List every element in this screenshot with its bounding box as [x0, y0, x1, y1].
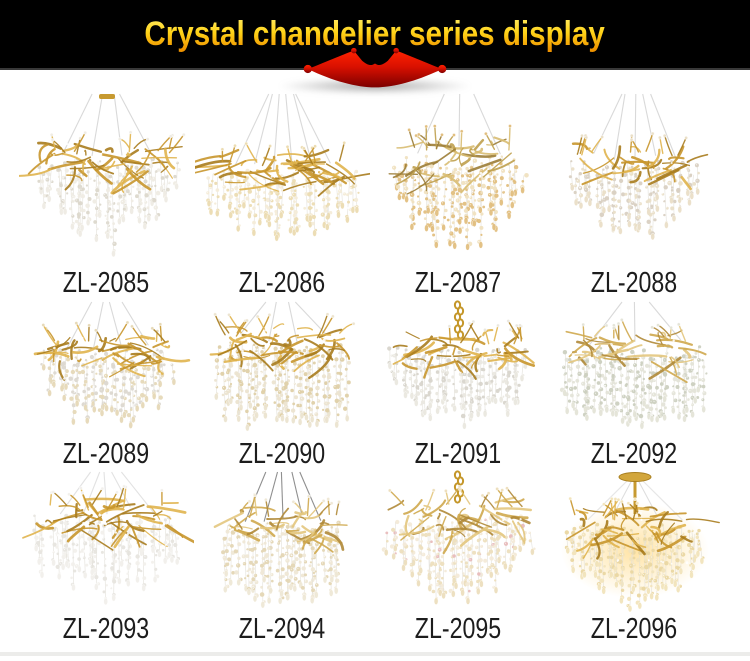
chandelier-photo	[381, 470, 536, 605]
product-model-label: ZL-2094	[238, 613, 326, 645]
chandelier-photo	[388, 93, 529, 251]
product-cell: ZL-2088	[546, 92, 722, 300]
product-model-label: ZL-2096	[590, 613, 678, 645]
product-cell: ZL-2095	[370, 470, 546, 646]
product-cell: ZL-2092	[546, 300, 722, 470]
chandelier-photo	[568, 93, 708, 241]
product-model-label: ZL-2092	[590, 438, 678, 470]
chandelier-photo	[209, 301, 355, 432]
crown-shadow	[280, 78, 470, 94]
product-model-label: ZL-2093	[62, 613, 150, 645]
chandelier-photo	[386, 300, 535, 430]
page-title: Crystal chandelier series display	[144, 14, 606, 53]
product-cell: ZL-2086	[194, 92, 370, 300]
banner: Crystal chandelier series display	[0, 0, 750, 70]
chandelier-photo	[560, 472, 720, 613]
product-row-3: ZL-2093 ZL-2094 ZL-2095 ZL-2096	[0, 470, 750, 646]
product-model-label: ZL-2095	[414, 613, 502, 645]
chandelier-photo	[213, 471, 348, 609]
bottom-divider	[0, 652, 750, 656]
product-cell: ZL-2090	[194, 300, 370, 470]
product-row-2: ZL-2089 ZL-2090 ZL-2091 ZL-2092	[0, 300, 750, 470]
chandelier-photo	[21, 471, 194, 606]
product-cell: ZL-2093	[18, 470, 194, 646]
product-cell: ZL-2096	[546, 470, 722, 646]
chandelier-photo	[33, 301, 190, 429]
chandelier-photo	[18, 93, 186, 258]
product-model-label: ZL-2091	[414, 438, 502, 470]
product-row-1: ZL-2085 ZL-2086 ZL-2087 ZL-2088	[0, 92, 750, 300]
product-grid: ZL-2085 ZL-2086 ZL-2087 ZL-2088 ZL-2089 …	[0, 92, 750, 656]
product-model-label: ZL-2090	[238, 438, 326, 470]
product-model-label: ZL-2087	[414, 267, 502, 299]
chandelier-photo	[559, 301, 707, 430]
product-model-label: ZL-2088	[590, 267, 678, 299]
product-cell: ZL-2087	[370, 92, 546, 300]
product-cell: ZL-2085	[18, 92, 194, 300]
product-cell: ZL-2091	[370, 300, 546, 470]
product-cell: ZL-2089	[18, 300, 194, 470]
product-model-label: ZL-2086	[238, 267, 326, 299]
product-cell: ZL-2094	[194, 470, 370, 646]
product-model-label: ZL-2089	[62, 438, 150, 470]
product-model-label: ZL-2085	[62, 267, 150, 299]
chandelier-photo	[194, 93, 370, 242]
